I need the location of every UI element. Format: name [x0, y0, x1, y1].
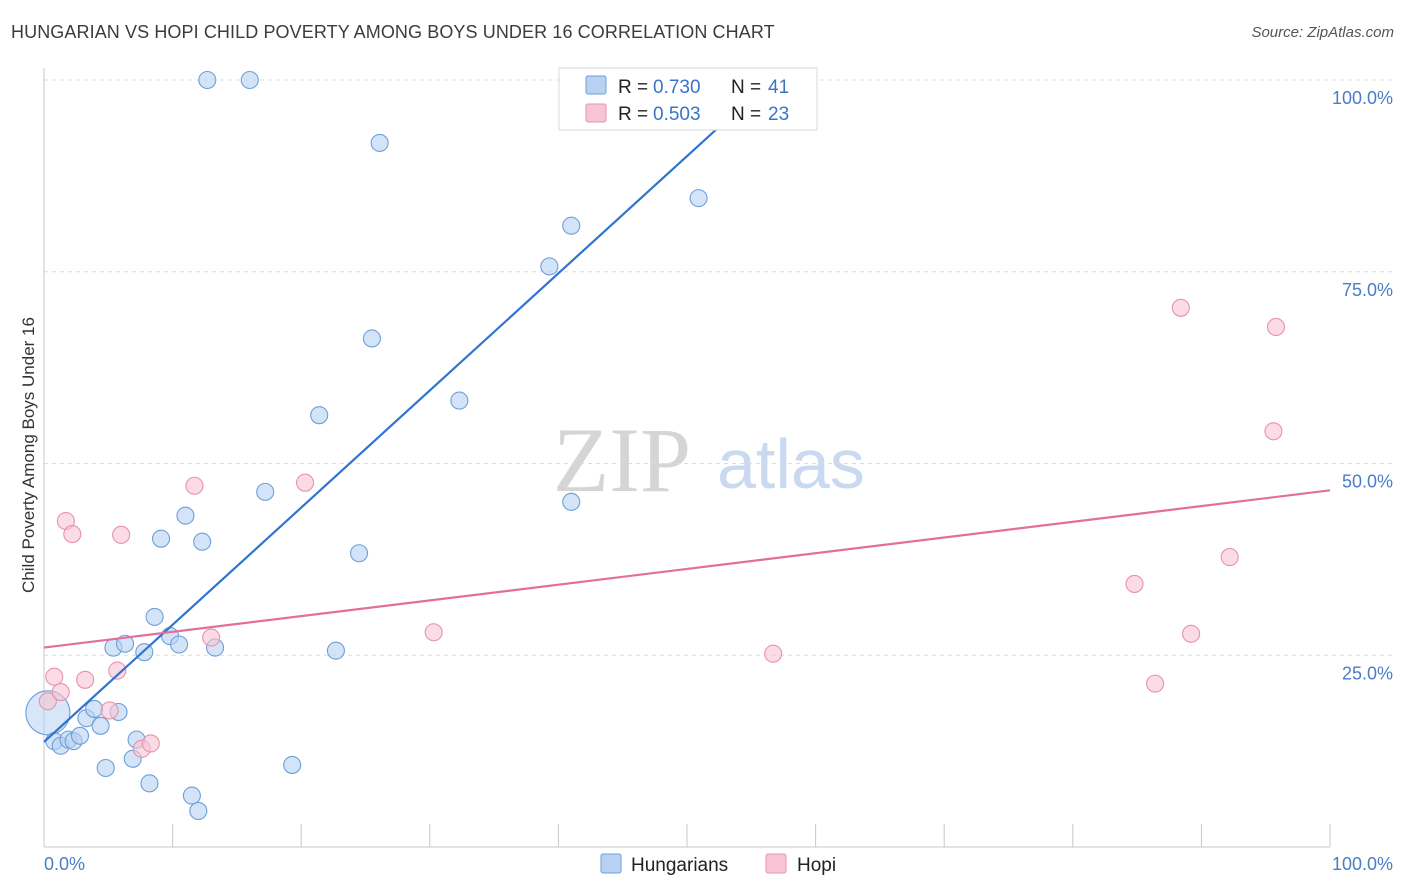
point-hopi-10 — [141, 734, 160, 753]
watermark: ZIP atlas — [553, 409, 865, 511]
point-hopi-17 — [1146, 674, 1165, 693]
correlation-legend: R = 0.730 N = 41 R = 0.503 N = 23 — [558, 67, 818, 131]
trend-lines — [43, 79, 1331, 743]
legend-n-label-hungarians: N = — [731, 77, 761, 98]
point-hungarians-36 — [540, 257, 559, 276]
point-hopi-4 — [63, 525, 82, 544]
point-hungarians-39 — [689, 189, 708, 208]
point-hopi-0 — [38, 692, 57, 711]
legend-r-label-hopi: R = — [618, 104, 648, 125]
point-hungarians-17 — [145, 607, 164, 626]
point-hungarians-31 — [326, 641, 345, 660]
point-hopi-13 — [296, 473, 315, 492]
point-hopi-14 — [424, 623, 443, 642]
x-tick-label-min: 0.0% — [44, 854, 85, 874]
bottom-legend-label-hungarians: Hungarians — [631, 855, 728, 876]
point-hungarians-28 — [256, 482, 275, 501]
y-tick-label-25: 25.0% — [1342, 663, 1393, 683]
y-axis-label: Child Poverty Among Boys Under 16 — [19, 317, 38, 593]
point-hungarians-29 — [283, 755, 302, 774]
point-hungarians-16 — [140, 774, 159, 793]
point-hungarians-27 — [240, 70, 259, 90]
point-hungarians-5 — [70, 726, 90, 745]
x-tick-label-max: 100.0% — [1332, 854, 1393, 874]
point-hopi-21 — [1264, 422, 1283, 441]
legend-r-value-hopi: 0.503 — [653, 104, 701, 125]
legend-n-label-hopi: N = — [731, 104, 761, 125]
point-hungarians-24 — [193, 532, 212, 551]
point-hungarians-34 — [370, 133, 389, 152]
point-hungarians-0 — [25, 690, 71, 736]
point-hungarians-18 — [151, 529, 171, 548]
x-tick-labels: 0.0% 100.0% — [44, 854, 1393, 874]
bottom-legend-swatch-hopi — [765, 853, 787, 874]
y-tick-label-100: 100.0% — [1332, 88, 1393, 108]
point-hungarians-8 — [91, 716, 110, 735]
legend-r-value-hungarians: 0.730 — [653, 77, 701, 98]
point-hungarians-33 — [362, 329, 381, 348]
point-hopi-18 — [1171, 298, 1190, 317]
series-hopi-points — [38, 298, 1286, 758]
point-hungarians-37 — [562, 216, 581, 235]
point-hopi-8 — [112, 525, 131, 544]
chart-title: HUNGARIAN VS HOPI CHILD POVERTY AMONG BO… — [11, 22, 775, 42]
point-hopi-20 — [1220, 548, 1239, 567]
point-hopi-11 — [185, 476, 204, 495]
y-tick-labels: 25.0% 50.0% 75.0% 100.0% — [1332, 88, 1393, 683]
series-legend: Hungarians Hopi — [600, 853, 836, 876]
point-hopi-6 — [100, 701, 119, 720]
bottom-legend-swatch-hungarians — [600, 853, 622, 874]
legend-r-label-hungarians: R = — [618, 77, 648, 98]
point-hungarians-21 — [176, 506, 195, 525]
point-hopi-5 — [76, 670, 95, 689]
trend-line-hungarians — [43, 79, 772, 743]
point-hopi-15 — [764, 644, 783, 663]
point-hopi-2 — [51, 683, 70, 702]
legend-n-value-hopi: 23 — [768, 104, 789, 125]
point-hungarians-22 — [182, 786, 201, 805]
bottom-legend-label-hopi: Hopi — [797, 855, 836, 876]
point-hungarians-32 — [350, 544, 369, 563]
point-hopi-19 — [1182, 624, 1201, 643]
point-hopi-1 — [45, 667, 64, 686]
trend-line-hopi — [43, 489, 1331, 649]
point-hungarians-38 — [562, 492, 581, 511]
y-tick-label-50: 50.0% — [1342, 472, 1393, 492]
legend-n-value-hungarians: 41 — [768, 77, 789, 98]
legend-swatch-hopi — [585, 103, 607, 123]
point-hopi-7 — [108, 661, 127, 680]
point-hungarians-23 — [189, 801, 208, 821]
point-hungarians-20 — [169, 635, 189, 654]
point-hopi-22 — [1266, 317, 1286, 337]
point-hungarians-9 — [96, 758, 115, 778]
point-hungarians-25 — [198, 70, 217, 90]
legend-swatch-hungarians — [585, 75, 607, 95]
grid-lines — [44, 79, 1393, 656]
point-hungarians-35 — [450, 391, 469, 410]
point-hungarians-12 — [115, 634, 135, 653]
point-hopi-16 — [1125, 574, 1144, 593]
point-hungarians-30 — [310, 406, 329, 425]
point-hopi-12 — [202, 628, 221, 647]
source-credit: Source: ZipAtlas.com — [1251, 24, 1394, 41]
y-tick-label-75: 75.0% — [1342, 280, 1393, 300]
watermark-zip: ZIP — [553, 409, 691, 511]
